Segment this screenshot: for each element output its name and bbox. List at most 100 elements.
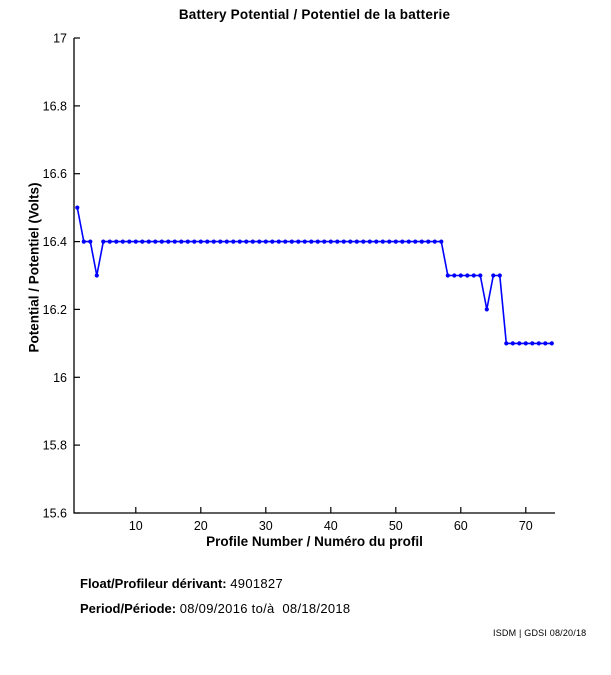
data-point bbox=[81, 239, 86, 244]
data-point bbox=[452, 273, 457, 278]
float-id-value: 4901827 bbox=[230, 576, 283, 591]
data-point bbox=[302, 239, 307, 244]
data-point bbox=[224, 239, 229, 244]
x-tick-label: 70 bbox=[519, 519, 533, 533]
data-point bbox=[244, 239, 249, 244]
data-point bbox=[530, 341, 535, 346]
data-point bbox=[445, 273, 450, 278]
period-label: Period/Période: bbox=[80, 601, 177, 616]
x-tick-label: 10 bbox=[129, 519, 143, 533]
data-point bbox=[257, 239, 262, 244]
x-tick-label: 60 bbox=[454, 519, 468, 533]
x-axis-label: Profile Number / Numéro du profil bbox=[206, 534, 423, 549]
data-point bbox=[478, 273, 483, 278]
data-point bbox=[549, 341, 554, 346]
data-point bbox=[276, 239, 281, 244]
x-tick-label: 40 bbox=[324, 519, 338, 533]
data-point bbox=[374, 239, 379, 244]
y-tick-label: 16.8 bbox=[43, 99, 67, 113]
data-point bbox=[413, 239, 418, 244]
data-point bbox=[335, 239, 340, 244]
data-point bbox=[491, 273, 496, 278]
data-point bbox=[517, 341, 522, 346]
data-point bbox=[185, 239, 190, 244]
data-point bbox=[159, 239, 164, 244]
data-point bbox=[419, 239, 424, 244]
data-point bbox=[348, 239, 353, 244]
data-point bbox=[465, 273, 470, 278]
data-point bbox=[367, 239, 372, 244]
data-point bbox=[94, 273, 99, 278]
data-point bbox=[107, 239, 112, 244]
data-point bbox=[153, 239, 158, 244]
y-tick-label: 16.2 bbox=[43, 303, 67, 317]
agency-credit: ISDM | GDSI 08/20/18 bbox=[493, 628, 587, 638]
chart-title: Battery Potential / Potentiel de la batt… bbox=[178, 7, 451, 22]
data-point bbox=[289, 239, 294, 244]
data-point bbox=[543, 341, 548, 346]
data-point bbox=[387, 239, 392, 244]
data-point bbox=[296, 239, 301, 244]
data-point bbox=[231, 239, 236, 244]
y-tick-label: 16 bbox=[53, 371, 67, 385]
data-point bbox=[471, 273, 476, 278]
data-point bbox=[270, 239, 275, 244]
data-point bbox=[101, 239, 106, 244]
data-point bbox=[504, 341, 509, 346]
y-tick-label: 15.8 bbox=[43, 439, 67, 453]
data-point bbox=[406, 239, 411, 244]
data-point bbox=[432, 239, 437, 244]
data-point bbox=[133, 239, 138, 244]
data-point bbox=[354, 239, 359, 244]
float-id-line: Float/Profileur dérivant: 4901827 bbox=[80, 576, 283, 591]
data-point bbox=[75, 205, 80, 210]
data-point bbox=[237, 239, 242, 244]
data-point bbox=[536, 341, 541, 346]
data-point bbox=[426, 239, 431, 244]
data-point bbox=[458, 273, 463, 278]
data-point bbox=[283, 239, 288, 244]
data-point bbox=[179, 239, 184, 244]
data-point bbox=[393, 239, 398, 244]
data-point bbox=[439, 239, 444, 244]
data-point bbox=[120, 239, 125, 244]
axes bbox=[73, 38, 555, 514]
data-point bbox=[140, 239, 145, 244]
period-value: 08/09/2016 to/à 08/18/2018 bbox=[179, 601, 351, 616]
data-point bbox=[484, 307, 489, 312]
x-tick-label: 50 bbox=[389, 519, 403, 533]
data-point bbox=[341, 239, 346, 244]
y-tick-label: 16.6 bbox=[43, 167, 67, 181]
x-tick-label: 20 bbox=[194, 519, 208, 533]
data-point bbox=[192, 239, 197, 244]
period-line: Period/Période: 08/09/2016 to/à 08/18/20… bbox=[80, 601, 350, 616]
data-point bbox=[146, 239, 151, 244]
data-point bbox=[166, 239, 171, 244]
data-point bbox=[250, 239, 255, 244]
y-tick-label: 15.6 bbox=[43, 507, 67, 521]
float-id-label: Float/Profileur dérivant: bbox=[80, 576, 227, 591]
y-tick-label: 17 bbox=[53, 32, 67, 46]
data-point bbox=[523, 341, 528, 346]
data-point bbox=[172, 239, 177, 244]
data-point bbox=[263, 239, 268, 244]
data-point bbox=[400, 239, 405, 244]
data-point bbox=[218, 239, 223, 244]
data-point bbox=[380, 239, 385, 244]
battery-potential-line-chart: 15.6 15.8 16 16.2 16.4 16.6 16.8 17 10 20 30 40 50 60… bbox=[43, 32, 555, 533]
data-point bbox=[127, 239, 132, 244]
data-point bbox=[322, 239, 327, 244]
data-point bbox=[510, 341, 515, 346]
data-point bbox=[114, 239, 119, 244]
data-point bbox=[88, 239, 93, 244]
x-tick-label: 30 bbox=[259, 519, 273, 533]
data-point bbox=[198, 239, 203, 244]
data-point bbox=[497, 273, 502, 278]
data-point bbox=[309, 239, 314, 244]
data-point bbox=[211, 239, 216, 244]
data-point bbox=[315, 239, 320, 244]
data-point bbox=[328, 239, 333, 244]
y-tick-label: 16.4 bbox=[43, 235, 67, 249]
data-point bbox=[205, 239, 210, 244]
data-point bbox=[361, 239, 366, 244]
